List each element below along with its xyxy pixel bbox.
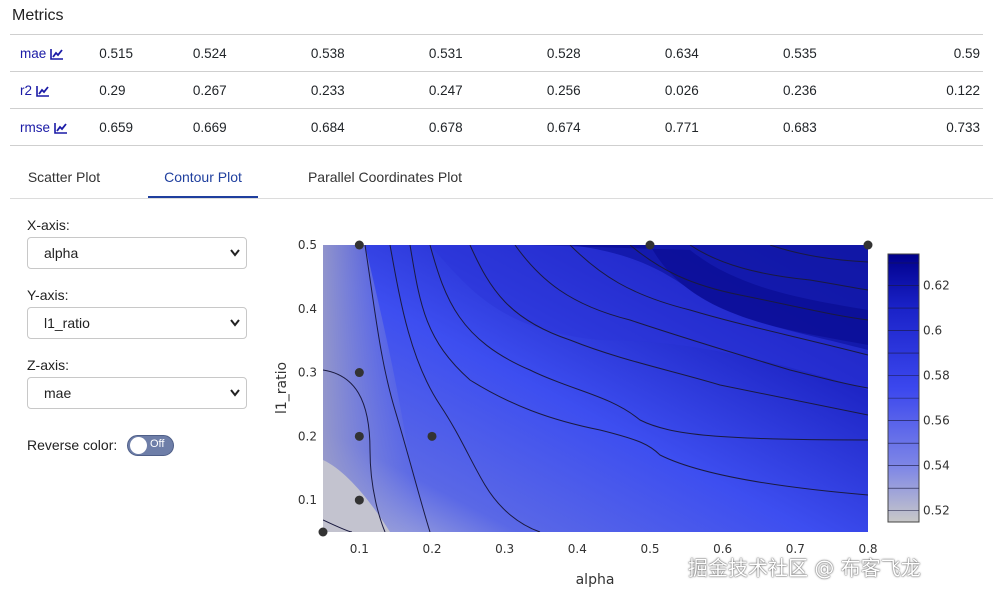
contour-lines	[323, 245, 868, 532]
metrics-table: mae 0.515 0.524 0.538 0.531 0.528 0.634 0.535 0.…	[10, 34, 983, 146]
metric-value: 0.247	[428, 71, 547, 109]
y-axis-select[interactable]: l1_ratio	[27, 307, 247, 339]
x-axis-label: X-axis:	[27, 217, 70, 233]
colorbar-tick-label: 0.52	[923, 504, 950, 518]
data-points	[318, 240, 873, 537]
y-tick-label: 0.5	[298, 238, 317, 252]
metric-value: 0.531	[428, 34, 547, 72]
data-point[interactable]	[863, 240, 873, 250]
reverse-color-toggle[interactable]: Off	[127, 435, 174, 456]
chevron-down-icon	[230, 319, 240, 327]
metric-value: 0.236	[782, 71, 901, 109]
data-point[interactable]	[354, 431, 364, 441]
line-chart-icon[interactable]	[36, 85, 50, 97]
metric-value: 0.267	[192, 71, 311, 109]
metric-value: 0.669	[192, 108, 311, 146]
x-axis-title: alpha	[576, 572, 615, 588]
metric-name-cell[interactable]: mae	[10, 34, 100, 72]
y-axis-ticks: 0.1 0.2 0.3 0.4 0.5	[298, 238, 317, 507]
chevron-down-icon	[230, 249, 240, 257]
metric-value: 0.535	[782, 34, 901, 72]
watermark: 掘金技术社区 @ 布客飞龙	[688, 556, 921, 580]
contour-fill	[323, 245, 868, 532]
y-tick-label: 0.2	[298, 429, 317, 443]
y-tick-label: 0.3	[298, 366, 317, 380]
metric-name-cell[interactable]: rmse	[10, 108, 100, 146]
metric-name-cell[interactable]: r2	[10, 71, 100, 109]
metric-value: 0.524	[192, 34, 311, 72]
x-tick-label: 0.5	[640, 542, 659, 556]
metric-value: 0.515	[99, 34, 193, 72]
data-point[interactable]	[645, 240, 655, 250]
tab-contour-plot[interactable]: Contour Plot	[148, 160, 258, 198]
z-axis-label: Z-axis:	[27, 357, 69, 373]
line-chart-icon[interactable]	[54, 122, 68, 134]
data-point[interactable]	[318, 527, 328, 537]
metric-value: 0.771	[664, 108, 783, 146]
y-axis-title: l1_ratio	[274, 362, 290, 414]
z-axis-select[interactable]: mae	[27, 377, 247, 409]
metric-value: 0.733	[900, 108, 983, 146]
contour-plot[interactable]: 0.1 0.2 0.3 0.4 0.5 0.6 0.7 0.8 0.1 0.2 0.3 0.4 0.5…	[270, 230, 970, 592]
x-tick-label: 0.4	[568, 542, 587, 556]
metric-name[interactable]: mae	[20, 45, 47, 61]
metric-value: 0.233	[310, 71, 429, 109]
metric-value: 0.59	[900, 34, 983, 72]
colorbar-tick-label: 0.6	[923, 324, 942, 338]
y-axis-select-value: l1_ratio	[44, 315, 90, 331]
metric-value: 0.122	[900, 71, 983, 109]
metric-value: 0.659	[99, 108, 193, 146]
metric-value: 0.29	[99, 71, 193, 109]
toggle-knob	[130, 437, 147, 454]
data-point[interactable]	[427, 431, 437, 441]
table-row: r2 0.29 0.267 0.233 0.247 0.256 0.026 0.236 0.12…	[10, 71, 983, 109]
x-tick-label: 0.8	[858, 542, 877, 556]
reverse-color-label: Reverse color:	[27, 437, 118, 453]
y-tick-label: 0.4	[298, 302, 317, 316]
toggle-state: Off	[150, 438, 165, 450]
tab-scatter-plot[interactable]: Scatter Plot	[27, 169, 101, 185]
metric-value: 0.256	[546, 71, 665, 109]
x-tick-label: 0.6	[713, 542, 732, 556]
x-axis-ticks: 0.1 0.2 0.3 0.4 0.5 0.6 0.7 0.8	[350, 542, 878, 556]
colorbar-tick-label: 0.54	[923, 459, 950, 473]
x-axis-select[interactable]: alpha	[27, 237, 247, 269]
table-row: rmse 0.659 0.669 0.684 0.678 0.674 0.771 0.683 0…	[10, 108, 983, 146]
metric-value: 0.026	[664, 71, 783, 109]
metric-value: 0.674	[546, 108, 665, 146]
metric-value: 0.634	[664, 34, 783, 72]
data-point[interactable]	[354, 495, 364, 505]
metric-value: 0.538	[310, 34, 429, 72]
tab-parallel-coordinates-plot[interactable]: Parallel Coordinates Plot	[307, 169, 463, 185]
colorbar: 0.52 0.54 0.56 0.58 0.6 0.62	[887, 253, 950, 523]
table-row: mae 0.515 0.524 0.538 0.531 0.528 0.634 0.535 0.…	[10, 34, 983, 72]
x-tick-label: 0.2	[422, 542, 441, 556]
y-axis-label: Y-axis:	[27, 287, 69, 303]
data-point[interactable]	[354, 368, 364, 378]
line-chart-icon[interactable]	[50, 48, 64, 60]
x-tick-label: 0.3	[495, 542, 514, 556]
plot-tabs: Scatter Plot Contour Plot Parallel Coord…	[10, 160, 993, 199]
y-tick-label: 0.1	[298, 493, 317, 507]
metrics-title: Metrics	[12, 7, 64, 24]
z-axis-select-value: mae	[44, 385, 72, 401]
colorbar-tick-label: 0.62	[923, 279, 950, 293]
metric-value: 0.683	[782, 108, 901, 146]
metric-value: 0.684	[310, 108, 429, 146]
x-axis-select-value: alpha	[44, 245, 79, 261]
metric-name[interactable]: r2	[20, 82, 33, 98]
metric-name[interactable]: rmse	[20, 119, 50, 135]
x-tick-label: 0.1	[350, 542, 369, 556]
data-point[interactable]	[354, 240, 364, 250]
colorbar-tick-label: 0.56	[923, 414, 950, 428]
x-tick-label: 0.7	[786, 542, 805, 556]
metric-value: 0.678	[428, 108, 547, 146]
chevron-down-icon	[230, 389, 240, 397]
colorbar-tick-label: 0.58	[923, 369, 950, 383]
metric-value: 0.528	[546, 34, 665, 72]
